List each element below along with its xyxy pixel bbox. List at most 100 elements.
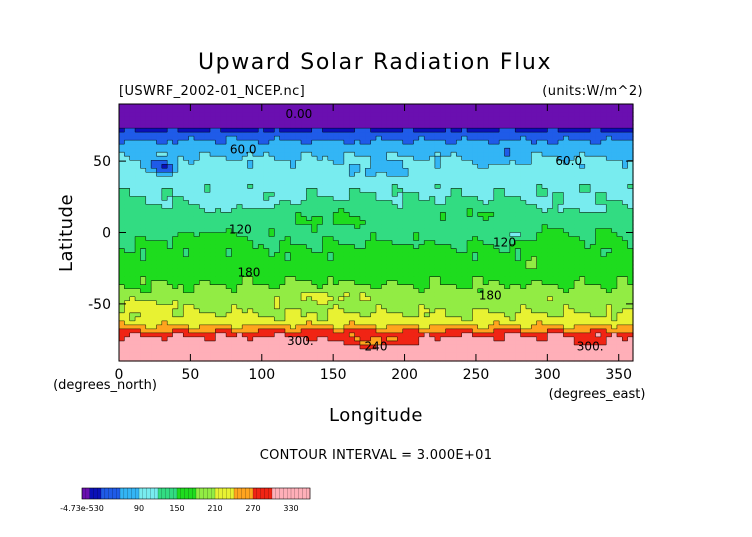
heatmap-cell [333, 184, 340, 189]
heatmap-cell [359, 256, 366, 262]
heatmap-cell [509, 124, 516, 129]
heatmap-cell [268, 284, 275, 290]
heatmap-cell [236, 156, 243, 161]
heatmap-cell [386, 216, 393, 222]
heatmap-cell [151, 144, 158, 149]
heatmap-cell [145, 176, 152, 181]
heatmap-cell [311, 240, 318, 246]
heatmap-cell [247, 272, 254, 278]
heatmap-cell [210, 148, 216, 153]
heatmap-cell [354, 224, 361, 230]
heatmap-cell [343, 104, 350, 109]
heatmap-cell [525, 124, 532, 129]
heatmap-cell [472, 228, 479, 234]
heatmap-cell [381, 136, 388, 141]
heatmap-cell [467, 204, 473, 210]
heatmap-cell [434, 232, 441, 238]
heatmap-cell [167, 180, 174, 185]
heatmap-cell [424, 156, 431, 161]
heatmap-cell [584, 200, 591, 205]
heatmap-cell [322, 172, 329, 177]
heatmap-cell [467, 148, 473, 153]
heatmap-cell [515, 172, 522, 177]
heatmap-cell [376, 144, 382, 149]
heatmap-cell [579, 196, 586, 201]
heatmap-cell [547, 268, 554, 274]
heatmap-cell [252, 104, 259, 109]
heatmap-cell [392, 148, 399, 153]
heatmap-cell [274, 104, 281, 109]
heatmap-cell [499, 216, 506, 222]
heatmap-cell [279, 204, 286, 210]
heatmap-cell [584, 152, 591, 157]
heatmap-cell [402, 236, 409, 242]
heatmap-cell [520, 220, 527, 226]
heatmap-cell [177, 164, 184, 169]
heatmap-cell [440, 156, 447, 161]
heatmap-cell [268, 176, 275, 181]
heatmap-cell [541, 280, 548, 286]
heatmap-cell [595, 184, 602, 189]
heatmap-cell [440, 108, 447, 113]
heatmap-cell [558, 308, 564, 314]
heatmap-cell [193, 204, 200, 210]
heatmap-cell [301, 264, 307, 270]
heatmap-cell [477, 108, 484, 113]
heatmap-cell [220, 300, 227, 306]
heatmap-cell [145, 164, 152, 169]
heatmap-cell [220, 188, 227, 193]
heatmap-cell [520, 168, 527, 173]
heatmap-cell [338, 164, 345, 169]
heatmap-cell [509, 224, 516, 230]
heatmap-cell [199, 224, 206, 230]
heatmap-cell [488, 148, 495, 153]
heatmap-cell [627, 108, 634, 113]
heatmap-cell [429, 228, 436, 234]
heatmap-cell [525, 304, 532, 310]
heatmap-cell [531, 276, 538, 282]
heatmap-cell [595, 172, 602, 177]
heatmap-cell [531, 164, 538, 169]
heatmap-cell [392, 268, 399, 274]
heatmap-cell [445, 164, 452, 169]
heatmap-cell [295, 276, 302, 282]
heatmap-cell [354, 196, 361, 201]
heatmap-cell [424, 192, 431, 197]
heatmap-cell [547, 216, 554, 222]
heatmap-cell [290, 152, 297, 157]
heatmap-cell [359, 168, 366, 173]
heatmap-cell [488, 216, 495, 222]
heatmap-cell [210, 272, 216, 278]
heatmap-cell [140, 248, 147, 254]
heatmap-cell [493, 196, 500, 201]
heatmap-cell [124, 280, 131, 286]
heatmap-cell [547, 152, 554, 157]
heatmap-cell [167, 276, 174, 282]
heatmap-cell [584, 132, 591, 137]
heatmap-cell [584, 300, 591, 306]
heatmap-cell [600, 220, 607, 226]
heatmap-cell [252, 144, 259, 149]
heatmap-cell [493, 212, 500, 218]
heatmap-cell [322, 224, 329, 230]
heatmap-cell [627, 136, 634, 141]
heatmap-cell [220, 264, 227, 270]
heatmap-cell [488, 260, 495, 266]
heatmap-cell [520, 240, 527, 246]
heatmap-cell [317, 288, 324, 294]
heatmap-cell [376, 296, 382, 302]
heatmap-cell [306, 272, 313, 278]
heatmap-cell [338, 276, 345, 282]
heatmap-cell [274, 276, 281, 282]
heatmap-cell [525, 276, 532, 282]
heatmap-cell [365, 184, 372, 189]
heatmap-cell [290, 220, 297, 226]
heatmap-cell [515, 276, 522, 282]
heatmap-cell [247, 220, 254, 226]
heatmap-cell [536, 256, 543, 262]
heatmap-cell [140, 148, 147, 153]
heatmap-cell [574, 192, 581, 197]
heatmap-cell [606, 116, 613, 121]
heatmap-cell [450, 264, 457, 270]
heatmap-cell [199, 104, 206, 109]
